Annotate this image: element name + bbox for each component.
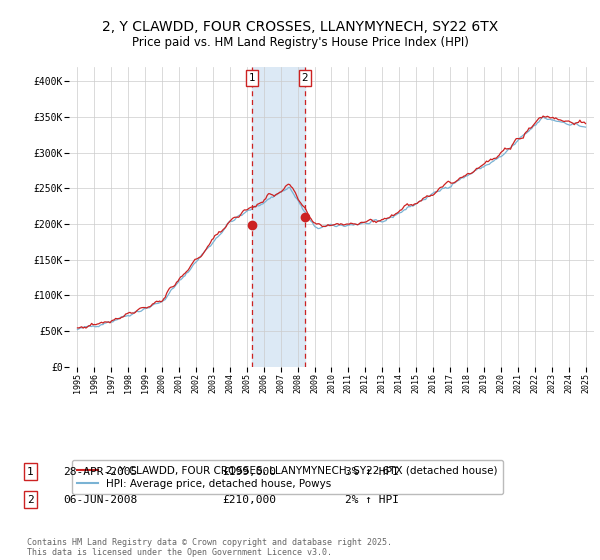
Legend: 2, Y CLAWDD, FOUR CROSSES, LLANYMYNECH, SY22 6TX (detached house), HPI: Average : 2, Y CLAWDD, FOUR CROSSES, LLANYMYNECH, … (71, 460, 503, 494)
Text: 1: 1 (249, 73, 256, 83)
Text: 2% ↑ HPI: 2% ↑ HPI (345, 494, 399, 505)
Text: 2: 2 (27, 494, 34, 505)
Text: 3% ↑ HPI: 3% ↑ HPI (345, 466, 399, 477)
Text: Contains HM Land Registry data © Crown copyright and database right 2025.
This d: Contains HM Land Registry data © Crown c… (27, 538, 392, 557)
Text: Price paid vs. HM Land Registry's House Price Index (HPI): Price paid vs. HM Land Registry's House … (131, 36, 469, 49)
Text: 1: 1 (27, 466, 34, 477)
Text: 28-APR-2005: 28-APR-2005 (63, 466, 137, 477)
Text: £210,000: £210,000 (222, 494, 276, 505)
Text: 06-JUN-2008: 06-JUN-2008 (63, 494, 137, 505)
Text: 2, Y CLAWDD, FOUR CROSSES, LLANYMYNECH, SY22 6TX: 2, Y CLAWDD, FOUR CROSSES, LLANYMYNECH, … (102, 20, 498, 34)
Text: 2: 2 (302, 73, 308, 83)
Bar (252, 67, 305, 367)
Text: £199,000: £199,000 (222, 466, 276, 477)
